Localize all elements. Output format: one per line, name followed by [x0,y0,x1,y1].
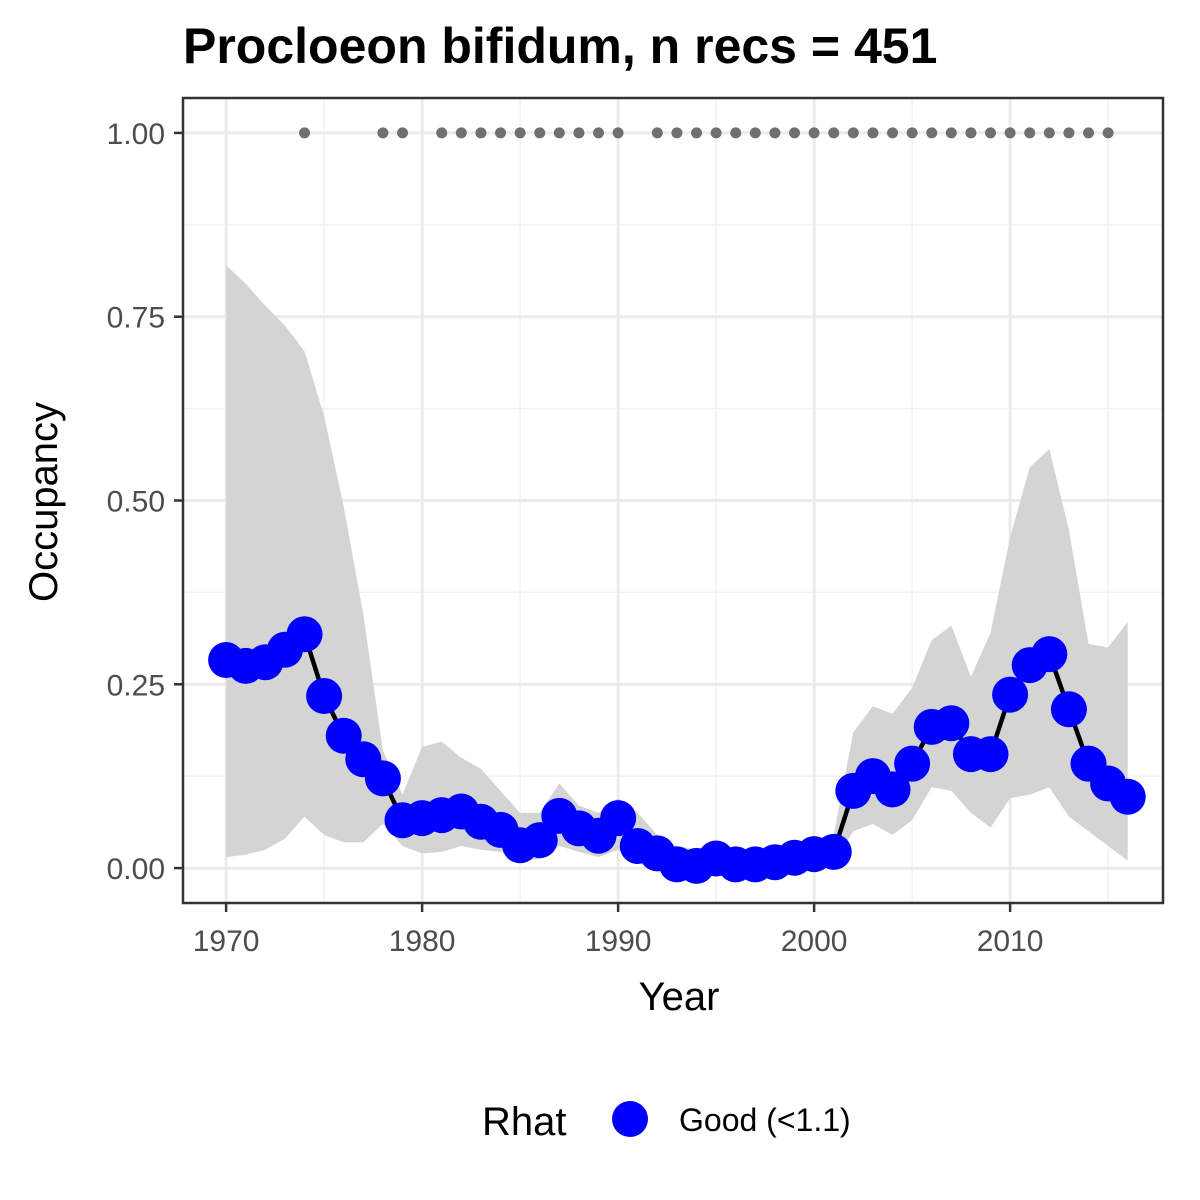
record-year-dot [710,127,722,139]
record-year-dot [593,127,605,139]
record-year-dot [377,127,389,139]
record-year-dot [1043,127,1055,139]
record-year-dot [1004,127,1016,139]
record-year-dot [691,127,703,139]
record-year-dot [475,127,487,139]
occupancy-point [306,678,343,715]
legend: Rhat Good (<1.1) [482,1100,851,1144]
x-axis-title: Year [639,975,720,1019]
legend-title: Rhat [482,1100,567,1144]
record-year-dot [1083,127,1095,139]
x-tick-label: 1980 [389,925,456,958]
x-tick-label: 2000 [781,925,848,958]
y-tick-label: 0.00 [107,853,165,886]
plot-panel: 0.00 0.25 0.50 0.75 1.00 1970 1980 1990 2000 2010 [107,96,1165,958]
record-year-dot [808,127,820,139]
record-year-dot [847,127,859,139]
confidence-ribbon [226,265,1128,869]
record-year-dot [730,127,742,139]
chart-title: Procloeon bifidum, n recs = 451 [183,18,937,74]
occupancy-point [992,676,1029,713]
occupancy-point [1050,691,1087,728]
record-year-dot [534,127,546,139]
x-tick-label: 2010 [977,925,1044,958]
record-year-dot [299,127,311,139]
y-tick-label: 1.00 [107,118,165,151]
record-year-dot [397,127,409,139]
occupancy-point [815,833,852,870]
x-tick-label: 1990 [585,925,652,958]
record-year-dot [573,127,585,139]
record-year-dot [1024,127,1036,139]
record-year-dot [945,127,957,139]
record-year-dot [612,127,624,139]
y-tick-label: 0.50 [107,486,165,519]
record-year-dot [965,127,977,139]
record-year-dot [671,127,683,139]
record-year-dot [1102,127,1114,139]
record-year-dot [887,127,899,139]
record-year-dot [828,127,840,139]
legend-key-good [612,1101,648,1137]
occupancy-point [286,616,323,653]
record-year-dot [514,127,526,139]
occupancy-point [874,771,911,808]
record-year-dot [985,127,997,139]
record-year-dot [495,127,507,139]
record-year-dot [651,127,663,139]
record-year-dot [906,127,918,139]
occupancy-point [933,705,970,742]
record-year-dot [867,127,879,139]
record-year-dot [553,127,565,139]
y-axis-title: Occupancy [22,402,66,602]
legend-label-good: Good (<1.1) [679,1102,851,1138]
y-tick-label: 0.25 [107,669,165,702]
x-tick-label: 1970 [193,925,260,958]
record-year-dot [789,127,801,139]
record-year-dot [769,127,781,139]
record-year-dot [749,127,761,139]
occupancy-point [1109,778,1146,815]
occupancy-point [600,800,637,837]
y-tick-label: 0.75 [107,302,165,335]
occupancy-point [894,745,931,782]
record-year-dot [455,127,467,139]
occupancy-point [521,822,558,859]
occupancy-point [1031,636,1068,673]
record-year-dot [436,127,448,139]
record-year-dot [1063,127,1075,139]
record-year-dot [926,127,938,139]
occupancy-point [364,760,401,797]
occupancy-point [972,736,1009,773]
